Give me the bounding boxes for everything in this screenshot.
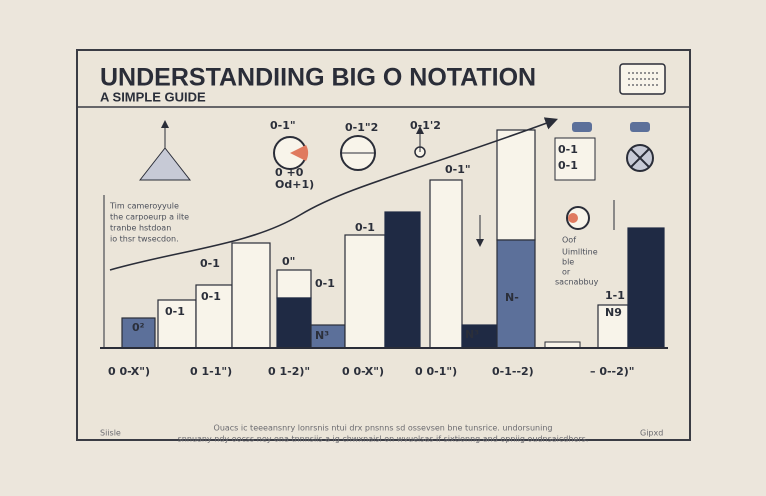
bar-label: N³ — [465, 328, 479, 341]
top-label: 0-1"2 — [345, 121, 378, 134]
bar — [121, 317, 156, 349]
header-icon — [619, 63, 666, 95]
bar-label: 0² — [132, 321, 145, 334]
bar — [276, 269, 312, 299]
bar-label: 0-1 — [558, 143, 578, 156]
top-label: 0-1 — [355, 221, 375, 234]
footer-line: Ouacs ic teeeansnry lonrsnis ntui drx pn… — [214, 424, 553, 433]
bar-label: 0-1 — [315, 277, 335, 290]
right-note: ble — [562, 258, 574, 267]
top-label: 0-1" — [270, 119, 296, 132]
labels: Tim cameroyyule the carpoeurp a ilte tranb… — [100, 119, 663, 444]
bar — [157, 299, 197, 349]
bar-label: 1-1 — [605, 289, 625, 302]
bar — [627, 227, 665, 349]
bar-label: 0-1 — [200, 257, 220, 270]
bar — [496, 239, 536, 349]
trend-curve — [109, 117, 559, 271]
bar-label: N- — [505, 291, 519, 304]
side-note: io thsr twsecdon. — [110, 235, 179, 244]
bar-label: 0-1 — [201, 290, 221, 303]
axis-label: 0 1-2)" — [268, 365, 310, 378]
top-label: 0-1" — [445, 163, 471, 176]
bar — [429, 179, 463, 349]
bar — [384, 211, 421, 349]
cone-icon — [138, 147, 192, 181]
bar-label: 0" — [282, 255, 295, 268]
footer-left: Siisle — [100, 429, 121, 438]
bar-label: N9 — [605, 306, 622, 319]
right-note: Uimlltine — [562, 248, 598, 257]
pill — [572, 122, 592, 132]
right-note: Oof — [562, 236, 576, 245]
footer-right: Gipxd — [640, 429, 663, 438]
axis-label: 0 0-1") — [415, 365, 457, 378]
footer-line: snnuany ndy oocss ney ona tnnnsiis a ig … — [178, 435, 589, 444]
side-note: Tim cameroyyule — [109, 202, 179, 211]
title: UNDERSTANDIING BIG O NOTATION — [100, 64, 536, 92]
bar-label: N³ — [315, 329, 329, 342]
axis-label: – 0--2)" — [590, 365, 635, 378]
dot — [568, 213, 578, 223]
axis-label: 0 1-1") — [190, 365, 232, 378]
bar — [496, 129, 536, 241]
side-note: the carpoeurp a ilte — [110, 213, 189, 222]
box-icon — [554, 137, 596, 181]
axis-label: 0 0-X") — [108, 365, 150, 378]
bar — [344, 234, 386, 349]
subtitle: A SIMPLE GUIDE — [100, 89, 206, 104]
axis-label: 0-1--2) — [492, 365, 534, 378]
side-note: tranbe hstdoan — [110, 224, 171, 233]
arrow — [480, 200, 615, 245]
top-label: 0-1'2 — [410, 119, 441, 132]
top-label: 0 +0 — [275, 166, 304, 179]
pill — [630, 122, 650, 132]
circle-slice — [290, 145, 309, 161]
header-icon-lines — [628, 72, 658, 86]
axis-label: 0 0-X") — [342, 365, 384, 378]
x-mark — [630, 148, 650, 168]
bar-label: 0-1 — [558, 159, 578, 172]
right-note: or — [562, 268, 571, 277]
bar-label: 0-1 — [165, 305, 185, 318]
top-label: Od+1) — [275, 178, 314, 191]
bar — [276, 297, 312, 349]
bar — [231, 242, 271, 349]
right-note: sacnabbuy — [555, 278, 599, 287]
